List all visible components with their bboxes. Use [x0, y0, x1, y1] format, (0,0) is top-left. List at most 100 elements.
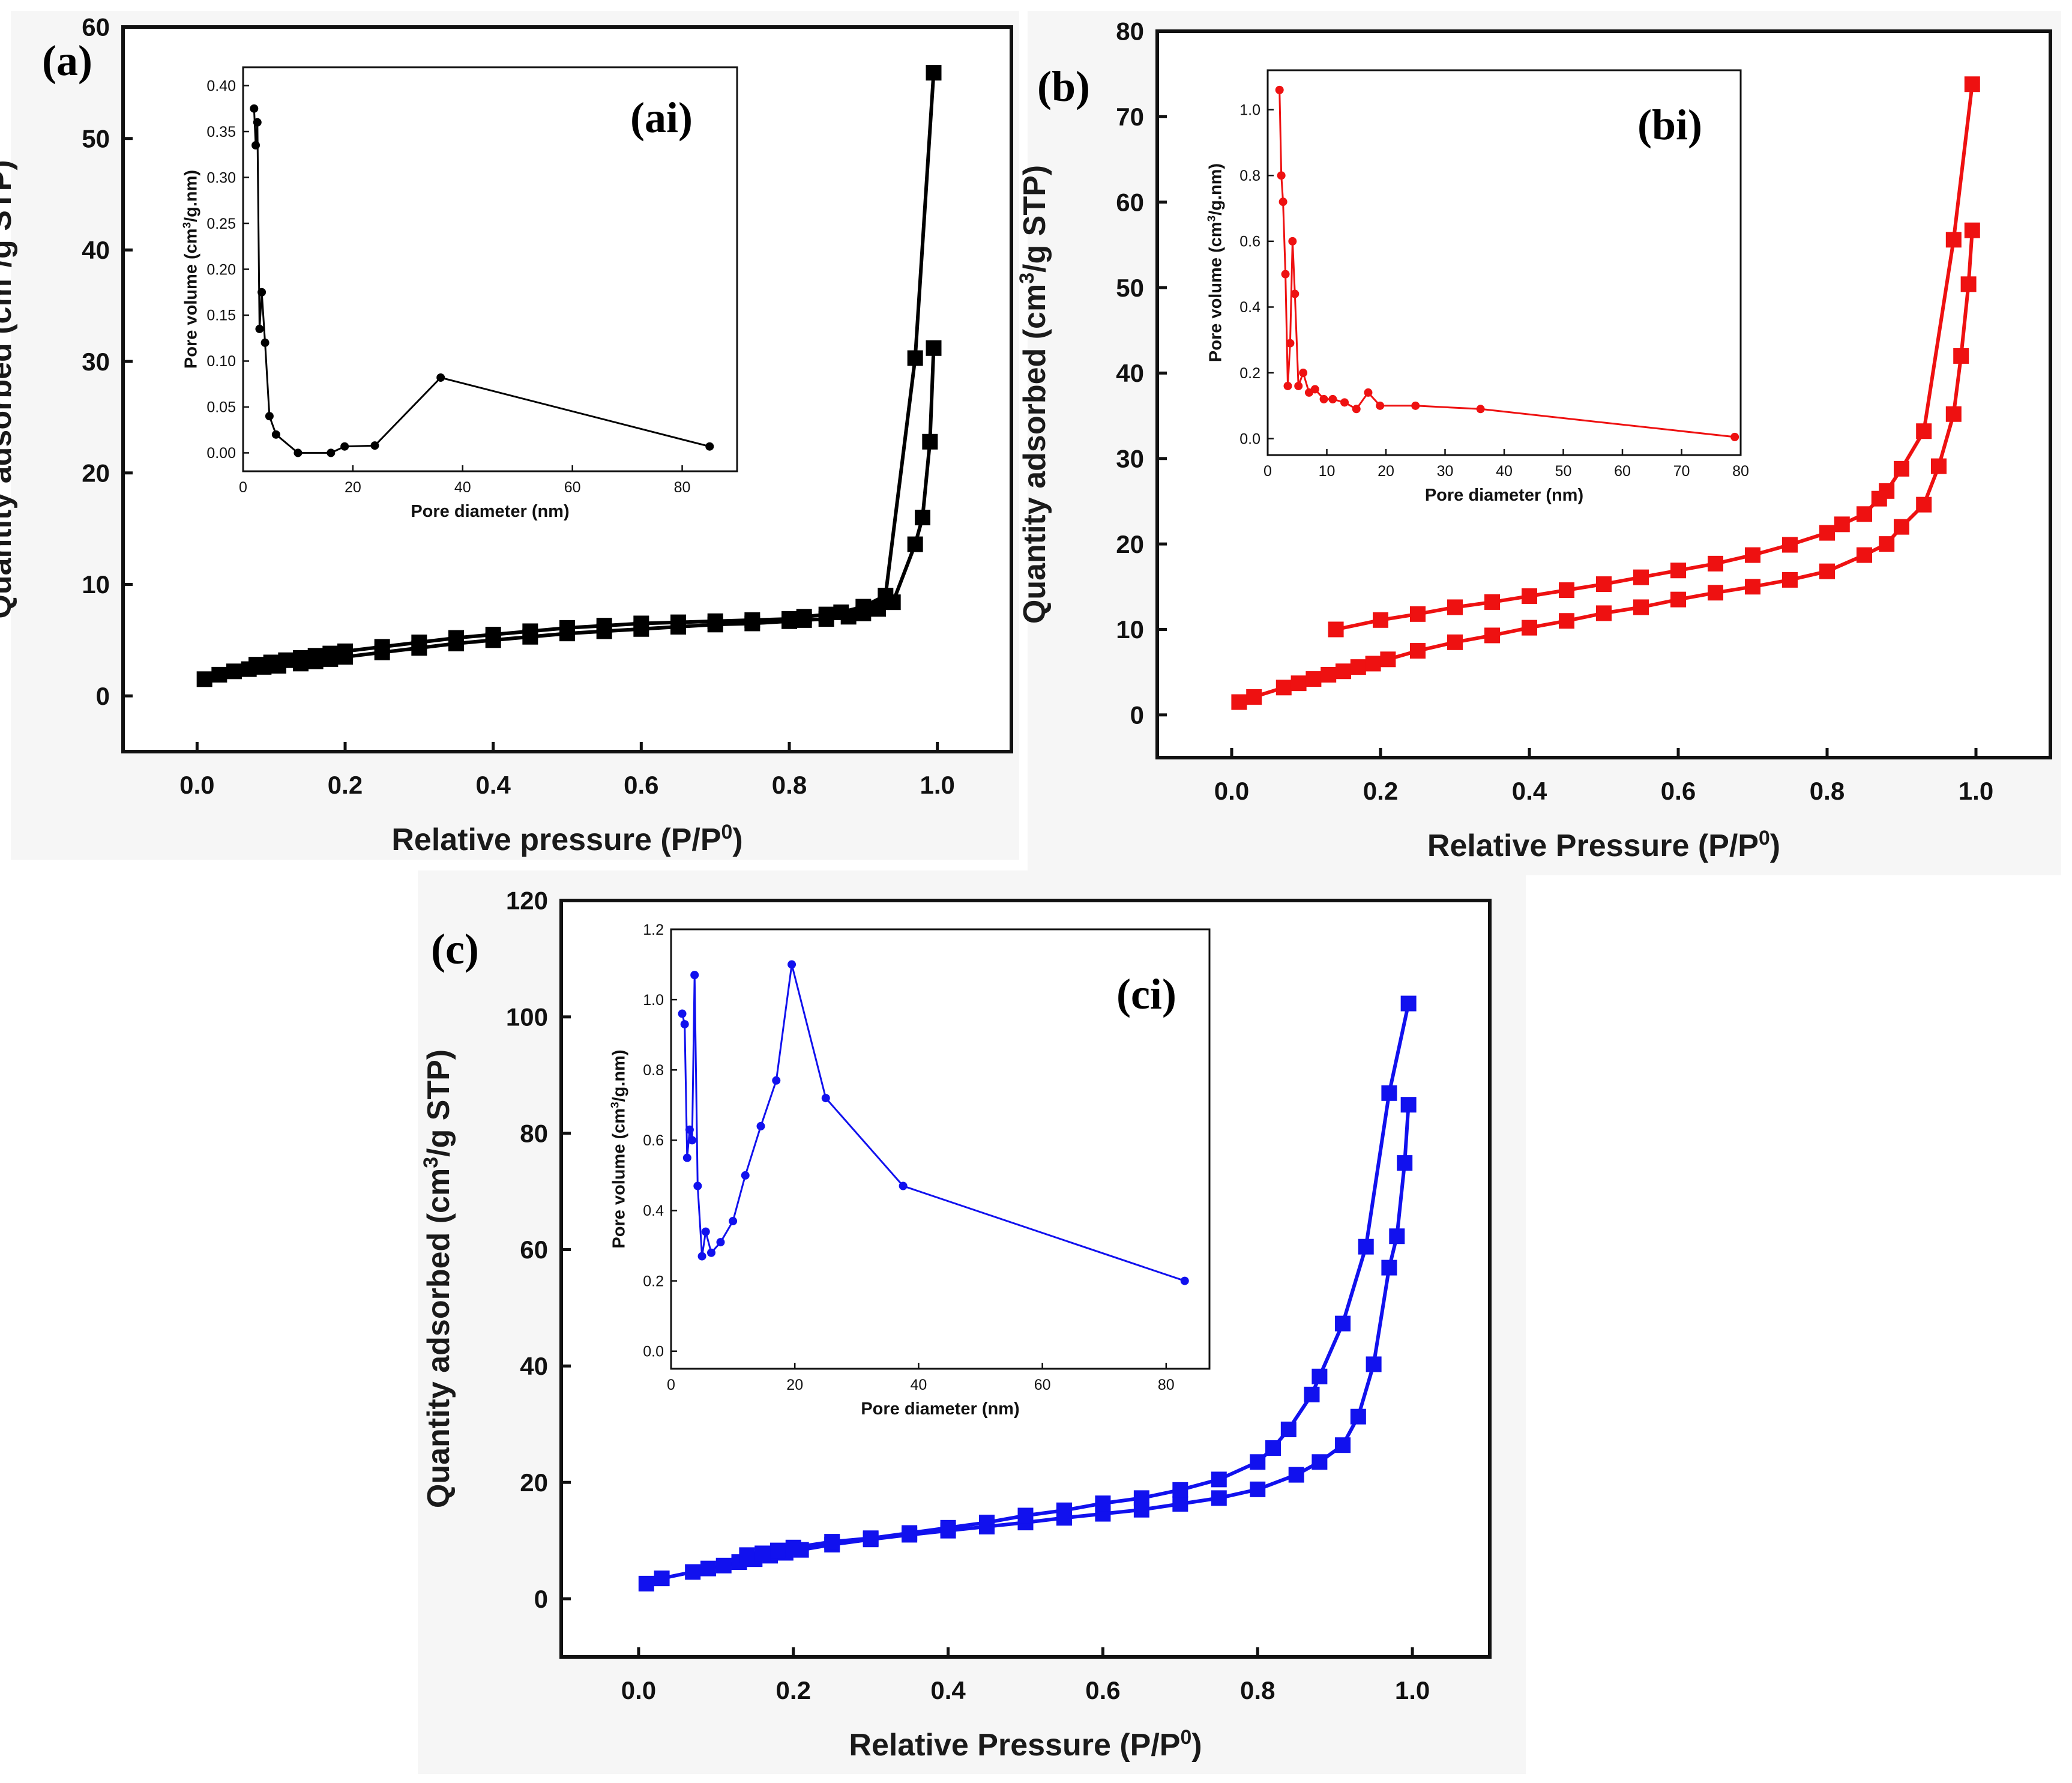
- panel-a-inset-tag: (ai): [630, 94, 693, 142]
- panel-b-x-tick-label: 0.8: [1810, 777, 1845, 805]
- panel-b-inset-y-tick-label: 1.0: [1239, 101, 1260, 118]
- panel-b-inset-series-point: [1278, 198, 1287, 207]
- panel-a-desorption-point: [337, 643, 353, 659]
- panel-a-desorption-point: [522, 623, 538, 639]
- panel-b-adsorption-point: [1916, 496, 1932, 513]
- panel-a-inset-series-point: [257, 288, 267, 297]
- panel-c-x-tick-label: 1.0: [1395, 1676, 1430, 1704]
- panel-c-desorption-point: [754, 1545, 771, 1561]
- panel-c-inset-series-point: [680, 1020, 689, 1029]
- panel-a-desorption-point: [855, 599, 872, 615]
- panel-c-inset-series-point: [682, 1153, 691, 1162]
- panel-a-desorption-point: [926, 65, 942, 81]
- panel-a-desorption-point: [670, 614, 686, 630]
- panel-b-adsorption-point: [1708, 585, 1723, 601]
- panel-b-inset-series-point: [1364, 388, 1373, 397]
- panel-c-desorption-point: [863, 1530, 879, 1546]
- panel-c-adsorption-point: [1250, 1481, 1266, 1497]
- panel-c-y-tick-label: 20: [520, 1468, 548, 1497]
- panel-c-y-tick-label: 100: [506, 1003, 548, 1031]
- panel-a-inset-x-tick-label: 0: [239, 479, 247, 496]
- panel-b-inset-series-point: [1281, 270, 1290, 279]
- panel-b-x-axis-title-main: Relative Pressure (P/P: [1427, 828, 1759, 863]
- panel-a-inset-y-tick-label: 0.35: [206, 124, 236, 140]
- panel-a-desorption-point: [322, 645, 339, 662]
- panel-b-y-axis-title: Quantity adsorbed (cm3/g STP): [1016, 165, 1052, 624]
- panel-a-inset-y-axis-title-main: Pore volume (cm: [182, 228, 201, 369]
- panel-a-y-tick-label: 60: [82, 13, 110, 41]
- panel-a-y-axis-title-main: Quantity adsorbed (cm: [0, 279, 18, 618]
- panel-c-inset-y-tick-label: 0.6: [643, 1132, 664, 1149]
- panel-b-y-axis-title-sup: 3: [1016, 273, 1038, 284]
- panel-c-x-tick-label: 0.4: [930, 1676, 966, 1704]
- panel-c-inset-series-point: [707, 1248, 716, 1257]
- panel-a-adsorption-point: [211, 666, 227, 683]
- panel-c-inset-series-point: [697, 1252, 706, 1261]
- panel-a-adsorption-point: [915, 510, 930, 526]
- panel-a-inset-series-point: [436, 373, 445, 382]
- panel-a-y-axis-title-end: /g STP): [0, 160, 18, 267]
- panel-c-adsorption-point: [1397, 1155, 1413, 1171]
- panel-b-y-axis-title-main: Quantity adsorbed (cm: [1017, 284, 1052, 624]
- panel-b-inset-tag: (bi): [1637, 101, 1702, 149]
- panel-a-y-tick-label: 20: [82, 459, 110, 487]
- panel-c-y-tick-label: 60: [520, 1235, 548, 1264]
- panel-c-inset-y-axis-title-main: Pore volume (cm: [610, 1108, 629, 1249]
- panel-b-inset-x-tick-label: 40: [1496, 463, 1513, 480]
- panel-b-y-tick-label: 70: [1116, 103, 1144, 131]
- panel-b-adsorption-point: [1321, 666, 1337, 683]
- panel-a-inset-y-tick-label: 0.05: [206, 399, 236, 416]
- panel-c-x-axis-title-end: ): [1191, 1728, 1202, 1763]
- panel-b-adsorption-point: [1960, 276, 1977, 292]
- panel-c-desorption-point: [1304, 1386, 1320, 1402]
- panel-b-inset-series-point: [1376, 401, 1385, 410]
- panel-b-inset-y-tick-label: 0.4: [1239, 299, 1260, 316]
- panel-c-inset-tag: (ci): [1116, 970, 1176, 1018]
- panel-b-desorption-point: [1328, 621, 1344, 638]
- panel-c-inset-y-tick-label: 0.8: [643, 1062, 664, 1079]
- panel-c-adsorption-point: [654, 1570, 670, 1587]
- panel-c-inset-series-point: [1180, 1276, 1189, 1285]
- panel-b-adsorption-point: [1596, 605, 1612, 621]
- panel-a-inset-series-point: [255, 324, 264, 333]
- panel-c-inset-series-point: [701, 1227, 710, 1236]
- panel-b-y-tick-label: 40: [1116, 359, 1144, 387]
- panel-b-x-tick-label: 0.0: [1214, 777, 1249, 805]
- panel-c-desorption-point: [1335, 1315, 1351, 1332]
- panel-c-desorption-point: [769, 1542, 786, 1558]
- panel-c-adsorption-point: [1381, 1260, 1397, 1276]
- panel-b-inset-x-axis-title: Pore diameter (nm): [1425, 486, 1583, 505]
- panel-a-inset-frame: [242, 66, 738, 472]
- panel-a-x-axis-title-main: Relative pressure (P/P: [391, 822, 721, 857]
- panel-c-inset-series-point: [693, 1181, 702, 1190]
- panel-b-adsorption-point: [1819, 563, 1835, 579]
- panel-b-inset-series-point: [1310, 385, 1319, 394]
- panel-b-x-axis-title-sup: 0: [1759, 827, 1770, 849]
- panel-b-desorption-point: [1857, 506, 1872, 522]
- panel-a-desorption-point: [411, 635, 427, 651]
- panel-c-x-axis-title-sup: 0: [1180, 1726, 1191, 1749]
- panel-c-y-tick-label: 120: [506, 887, 548, 915]
- panel-a-inset: 0 20 40 60 80 0.00 0.05 0.10 0.15 0.20 0.25 0.30 0.3…: [180, 66, 738, 521]
- panel-a-inset-y-tick-label: 0.00: [206, 445, 236, 462]
- panel-b-adsorption-point: [1522, 620, 1537, 636]
- panel-c-adsorption-point: [1211, 1490, 1227, 1506]
- panel-b-inset-series-point: [1340, 398, 1349, 407]
- panel-a-inset-series-point: [705, 442, 714, 451]
- panel-c-y-tick-label: 0: [534, 1585, 548, 1613]
- panel-b-inset-series-point: [1294, 381, 1303, 390]
- panel-c-x-tick-label: 0.6: [1085, 1676, 1120, 1704]
- panel-c-inset-series-point: [678, 1009, 687, 1018]
- panel-c-desorption-point: [785, 1539, 801, 1555]
- panel-c-inset-series-point: [741, 1171, 750, 1180]
- panel-a-inset-series-point: [253, 118, 262, 127]
- panel-c-inset-series-point: [716, 1238, 725, 1247]
- panel-a-y-axis-title: Quantity adsorbed (cm3/g STP): [0, 160, 18, 618]
- panel-b-inset-series-point: [1286, 339, 1295, 348]
- panel-b-inset-y-axis-title-sup: 3: [1205, 216, 1217, 222]
- panel-a-desorption-point: [448, 630, 464, 646]
- panel-b-adsorption-point: [1633, 599, 1649, 615]
- panel-b-chart: 0.0 0.2 0.4 0.6 0.8 1.001020304050607080Relat…: [1016, 17, 2052, 863]
- panel-b-inset-x-tick-label: 0: [1263, 463, 1272, 480]
- panel-c-y-axis-title-end: /g STP): [421, 1049, 456, 1157]
